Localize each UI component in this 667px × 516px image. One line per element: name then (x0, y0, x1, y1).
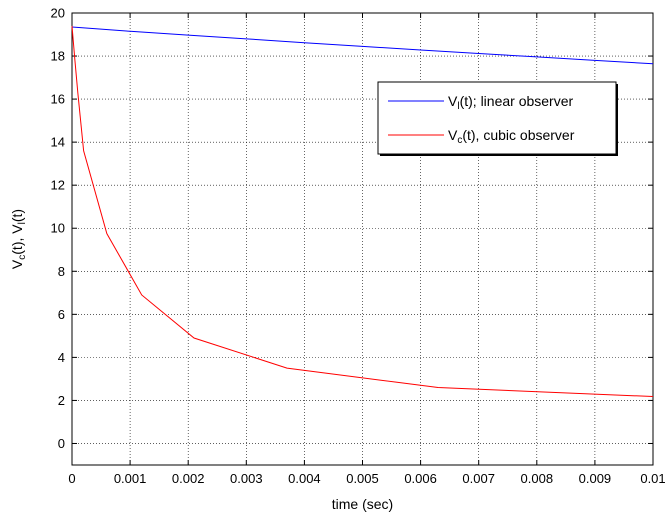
y-tick-label: 18 (51, 49, 65, 64)
x-tick-label: 0.008 (521, 471, 554, 486)
y-tick-label: 6 (58, 307, 65, 322)
x-axis-tick-labels: 0 0.001 0.002 0.003 0.004 0.005 0.006 0.007 0.00… (68, 471, 665, 486)
y-axis-title-v1: V (9, 259, 25, 269)
data-series (71, 25, 654, 398)
legend-linear-rest: (t); linear observer (460, 93, 574, 109)
y-axis-title-rest2: (t) (9, 209, 25, 222)
legend-label-linear: Vl(t); linear observer (448, 93, 574, 112)
y-axis-title-sub-c: c (17, 255, 28, 260)
legend-cubic-main: V (448, 127, 458, 143)
y-tick-label: 16 (51, 92, 65, 107)
y-axis-title: Vc(t), Vl(t) (9, 209, 28, 269)
x-tick-label: 0.003 (230, 471, 263, 486)
legend-cubic-rest: (t), cubic observer (462, 127, 574, 143)
y-axis-title-rest1: (t), (9, 234, 25, 255)
y-axis-title-sub-l: l (17, 222, 28, 224)
x-tick-label: 0.01 (640, 471, 665, 486)
y-tick-label: 4 (58, 350, 65, 365)
x-axis-title: time (sec) (332, 496, 393, 512)
legend-linear-main: V (448, 93, 458, 109)
x-tick-label: 0.006 (404, 471, 437, 486)
x-tick-label: 0.004 (288, 471, 321, 486)
y-axis-title-v2: V (9, 224, 25, 234)
x-tick-label: 0.002 (172, 471, 205, 486)
y-tick-label: 12 (51, 178, 65, 193)
series-line-cubic (71, 25, 654, 398)
x-tick-label: 0.005 (346, 471, 379, 486)
legend-linear-sub: l (457, 101, 459, 112)
axis-ticks (71, 12, 654, 465)
legend-cubic-sub: c (457, 135, 462, 146)
x-tick-label: 0 (68, 471, 75, 486)
legend-label-cubic: Vc(t), cubic observer (448, 127, 575, 146)
y-tick-label: 0 (58, 436, 65, 451)
series-line-linear (71, 26, 654, 65)
y-tick-label: 14 (51, 135, 65, 150)
x-tick-label: 0.009 (579, 471, 612, 486)
y-tick-label: 20 (51, 6, 65, 21)
x-tick-label: 0.001 (114, 471, 147, 486)
y-tick-label: 2 (58, 393, 65, 408)
y-tick-label: 10 (51, 221, 65, 236)
y-tick-label: 8 (58, 264, 65, 279)
x-tick-label: 0.007 (462, 471, 495, 486)
legend-box (377, 81, 617, 155)
legend: Vl(t); linear observer Vc(t), cubic obse… (377, 81, 618, 156)
y-axis-tick-labels: 0 2 4 6 8 10 12 14 16 18 20 (51, 6, 65, 451)
